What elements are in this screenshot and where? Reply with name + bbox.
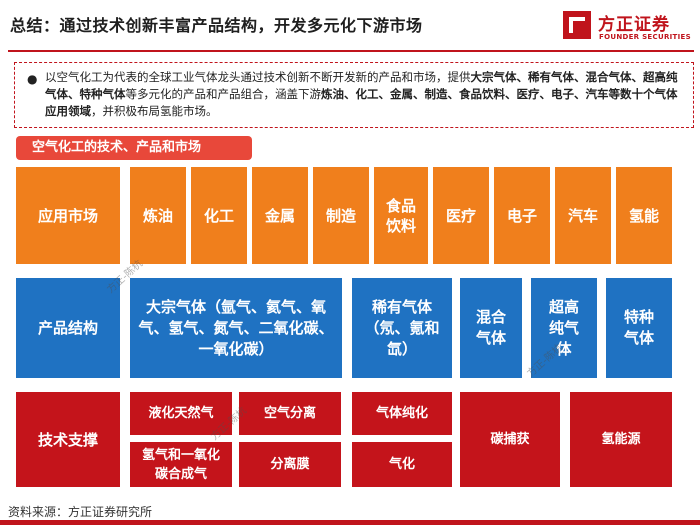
tech-item: 气体纯化 bbox=[352, 392, 452, 435]
summary-text: 以空气化工为代表的全球工业气体龙头通过技术创新不断开发新的产品和市场，提供大宗气… bbox=[45, 70, 678, 118]
section-label: 空气化工的技术、产品和市场 bbox=[16, 136, 252, 160]
logo-name: 方正证券 bbox=[598, 15, 670, 35]
title-divider bbox=[8, 50, 694, 52]
summary-part: 以空气化工为代表的全球工业气体龙头通过技术创新不断开发新的产品和市场，提供 bbox=[45, 70, 471, 84]
tech-item: 氢气和一氧化碳合成气 bbox=[130, 442, 232, 487]
summary-part-bold: 大宗气体、稀有气体、混合气体、超高纯气体、特种气体 bbox=[45, 70, 678, 101]
product-special-gas: 特种气体 bbox=[606, 278, 672, 378]
market-item: 医疗 bbox=[433, 167, 489, 264]
product-header: 产品结构 bbox=[16, 278, 120, 378]
company-logo: 方正证券 FOUNDER SECURITIES bbox=[562, 8, 694, 48]
market-item: 化工 bbox=[191, 167, 247, 264]
product-rare-gas: 稀有气体（氖、氪和氙） bbox=[352, 278, 452, 378]
tech-item: 液化天然气 bbox=[130, 392, 232, 435]
market-item: 电子 bbox=[494, 167, 550, 264]
market-item: 氢能 bbox=[616, 167, 672, 264]
market-item: 食品饮料 bbox=[374, 167, 428, 264]
summary-box: ● 以空气化工为代表的全球工业气体龙头通过技术创新不断开发新的产品和市场，提供大… bbox=[14, 62, 694, 128]
summary-part: ，并积极布局氢能市场。 bbox=[91, 104, 218, 118]
market-item: 制造 bbox=[313, 167, 369, 264]
logo-english: FOUNDER SECURITIES bbox=[599, 33, 691, 41]
summary-part: 等多元化的产品和产品组合，涵盖下游 bbox=[125, 87, 322, 101]
tech-header: 技术支撑 bbox=[16, 392, 120, 487]
market-item: 汽车 bbox=[555, 167, 611, 264]
tech-item: 碳捕获 bbox=[460, 392, 560, 487]
tech-item: 空气分离 bbox=[239, 392, 341, 435]
source-note: 资料来源：方正证券研究所 bbox=[8, 505, 153, 519]
market-header: 应用市场 bbox=[16, 167, 120, 264]
tech-item: 氢能源 bbox=[570, 392, 672, 487]
product-bulk-gas: 大宗气体（氩气、氦气、氧气、氢气、氮气、二氧化碳、一氧化碳） bbox=[130, 278, 342, 378]
market-item: 金属 bbox=[252, 167, 308, 264]
page-title: 总结：通过技术创新丰富产品结构，开发多元化下游市场 bbox=[10, 16, 423, 35]
product-mixed-gas: 混合气体 bbox=[460, 278, 522, 378]
tech-item: 气化 bbox=[352, 442, 452, 487]
market-item: 炼油 bbox=[130, 167, 186, 264]
bullet-icon: ● bbox=[27, 72, 38, 86]
founder-logo-icon bbox=[563, 11, 591, 39]
product-ultra-pure-gas: 超高纯气体 bbox=[531, 278, 597, 378]
tech-item: 分离膜 bbox=[239, 442, 341, 487]
summary-part-bold: 炼油、化工、金属、制造、食品饮料、医疗、电子、汽车等数十个气体应用领域 bbox=[45, 87, 678, 118]
footer-bar bbox=[0, 520, 700, 525]
